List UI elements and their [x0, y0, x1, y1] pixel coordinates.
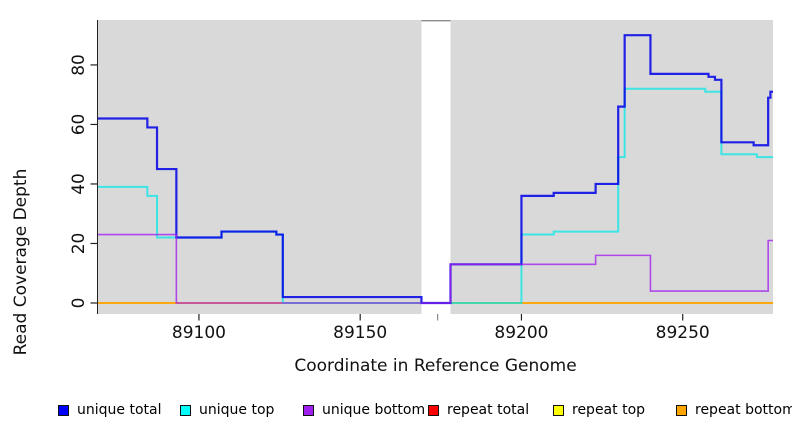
legend-item-repeat-top: repeat top: [553, 402, 645, 418]
x-tick-label: 89200: [494, 323, 548, 343]
series-line-unique-total: [98, 34, 773, 305]
legend-label: repeat bottom: [695, 402, 792, 418]
legend-item-repeat-bottom: repeat bottom: [676, 402, 792, 418]
legend-label: repeat total: [447, 402, 530, 418]
legend-swatch-unique-top-icon: [180, 404, 191, 416]
legend-label: unique total: [77, 402, 162, 418]
y-tick-label: 60: [69, 114, 89, 136]
legend-item-repeat-total: repeat total: [428, 402, 529, 418]
legend-swatch-repeat-total-icon: [428, 404, 439, 416]
x-axis-title: Coordinate in Reference Genome: [294, 356, 577, 376]
legend: unique total unique top unique bottom re…: [0, 396, 792, 426]
series-line-unique-bottom: [98, 233, 773, 304]
y-axis-title: Read Coverage Depth: [11, 168, 31, 356]
legend-label: repeat top: [572, 402, 646, 418]
x-tick-label: 89150: [333, 323, 387, 343]
x-tick-label: 89250: [656, 323, 710, 343]
x-tick-label: 89100: [172, 323, 226, 343]
legend-swatch-repeat-top-icon: [553, 404, 564, 416]
y-tick-label: 40: [69, 173, 89, 195]
y-tick-label: 0: [69, 298, 89, 309]
legend-item-unique-bottom: unique bottom: [303, 402, 425, 418]
legend-swatch-unique-bottom-icon: [303, 404, 314, 416]
coverage-gap-band: [421, 20, 451, 314]
legend-item-unique-total: unique total: [58, 402, 161, 418]
legend-swatch-unique-total-icon: [58, 404, 69, 416]
y-tick-label: 20: [69, 233, 89, 255]
legend-swatch-repeat-bottom-icon: [676, 404, 687, 416]
series-line-unique-top: [98, 87, 773, 304]
y-tick-label: 80: [69, 54, 89, 76]
legend-label: unique bottom: [322, 402, 426, 418]
legend-label: unique top: [199, 402, 275, 418]
legend-item-unique-top: unique top: [180, 402, 274, 418]
